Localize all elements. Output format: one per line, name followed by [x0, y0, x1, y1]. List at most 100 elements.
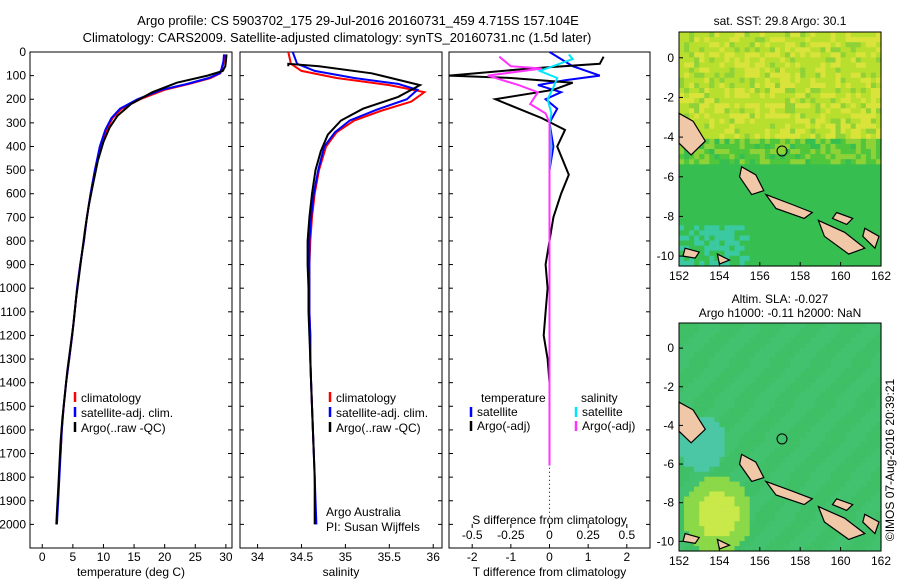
field-cell	[684, 98, 690, 104]
field-cell	[865, 210, 872, 216]
field-cell	[815, 501, 821, 507]
field-cell	[724, 417, 731, 423]
field-cell	[810, 210, 816, 216]
field-cell	[744, 255, 751, 262]
field-cell	[876, 332, 882, 339]
field-cell	[800, 108, 806, 114]
field-cell	[820, 531, 826, 537]
field-cell	[815, 88, 821, 94]
field-cell	[704, 382, 710, 389]
field-cell	[724, 138, 731, 145]
field-cell	[699, 442, 705, 448]
field-cell	[764, 402, 771, 408]
field-cell	[835, 437, 842, 443]
field-cell	[815, 471, 821, 478]
field-cell	[795, 245, 801, 252]
field-cell	[820, 108, 826, 114]
field-cell	[754, 98, 761, 104]
field-cell	[699, 521, 705, 527]
field-cell	[714, 496, 720, 503]
field-cell	[699, 491, 705, 498]
field-cell	[835, 169, 842, 175]
field-cell	[820, 250, 826, 257]
field-cell	[764, 260, 771, 267]
field-cell	[850, 451, 857, 458]
field-cell	[790, 57, 796, 64]
field-cell	[800, 235, 806, 242]
field-cell	[820, 215, 826, 221]
field-cell	[709, 536, 715, 542]
field-cell	[820, 437, 826, 443]
field-cell	[754, 486, 761, 493]
field-cell	[815, 486, 821, 493]
field-cell	[810, 230, 816, 237]
y-tick-label: -8	[663, 496, 674, 510]
field-cell	[709, 260, 715, 267]
field-cell	[785, 367, 791, 374]
field-cell	[805, 531, 811, 537]
field-cell	[835, 62, 842, 69]
field-cell	[860, 67, 867, 74]
field-cell	[795, 128, 801, 135]
field-cell	[855, 133, 862, 140]
field-cell	[694, 98, 700, 104]
field-cell	[724, 536, 731, 542]
field-cell	[800, 491, 806, 498]
field-cell	[754, 47, 761, 53]
field-cell	[780, 149, 786, 155]
field-cell	[810, 377, 816, 384]
field-cell	[840, 377, 847, 384]
field-cell	[734, 98, 741, 104]
field-cell	[815, 113, 821, 120]
field-cell	[815, 133, 821, 140]
field-cell	[795, 77, 801, 84]
field-cell	[759, 382, 766, 389]
field-cell	[704, 255, 710, 262]
field-cell	[800, 506, 806, 512]
field-cell	[855, 397, 862, 403]
field-cell	[744, 57, 751, 64]
field-cell	[805, 37, 811, 43]
x-axis-label: temperature (deg C)	[77, 565, 185, 579]
field-cell	[865, 367, 872, 374]
field-cell	[825, 427, 832, 433]
field-cell	[694, 52, 700, 58]
field-cell	[795, 143, 801, 150]
field-cell	[764, 397, 771, 403]
field-cell	[734, 392, 741, 398]
field-cell	[830, 194, 837, 201]
field-cell	[850, 220, 857, 226]
field-cell	[694, 347, 700, 354]
field-cell	[694, 32, 700, 38]
field-cell	[734, 210, 741, 216]
field-cell	[709, 225, 715, 231]
field-cell	[684, 72, 690, 79]
field-cell	[694, 377, 700, 384]
field-cell	[709, 377, 715, 384]
field-cell	[850, 205, 857, 211]
field-cell	[764, 422, 771, 428]
field-cell	[845, 372, 852, 379]
field-cell	[734, 240, 741, 247]
field-cell	[790, 456, 796, 463]
field-cell	[734, 108, 741, 114]
field-cell	[764, 536, 771, 542]
field-cell	[719, 225, 725, 231]
field-cell	[709, 422, 715, 428]
field-cell	[840, 496, 847, 503]
field-cell	[709, 215, 715, 221]
field-cell	[780, 481, 786, 488]
field-cell	[820, 164, 826, 170]
field-cell	[860, 466, 867, 473]
field-cell	[830, 123, 837, 130]
field-cell	[764, 392, 771, 398]
field-cell	[825, 382, 832, 389]
field-cell	[785, 451, 791, 458]
field-cell	[810, 352, 816, 359]
field-cell	[820, 67, 826, 74]
field-cell	[699, 98, 705, 104]
field-cell	[689, 362, 695, 369]
field-cell	[790, 159, 796, 165]
field-cell	[855, 260, 862, 267]
field-cell	[805, 205, 811, 211]
